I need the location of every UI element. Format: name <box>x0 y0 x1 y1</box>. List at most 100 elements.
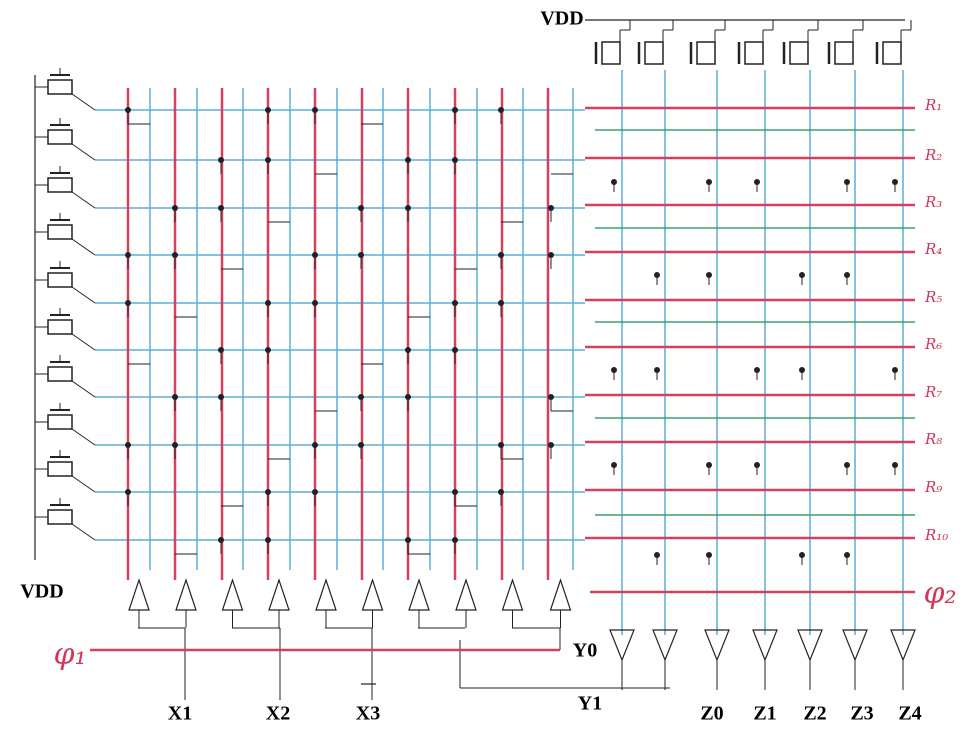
row-label: R₉ <box>924 478 942 496</box>
junction <box>405 205 411 211</box>
output-label: Y1 <box>578 693 602 715</box>
junction <box>265 489 271 495</box>
junction <box>125 252 131 258</box>
wire <box>71 428 96 446</box>
junction <box>265 157 271 163</box>
buffer <box>652 629 678 662</box>
junction <box>125 489 131 495</box>
buffer <box>221 578 244 611</box>
output-label: Z3 <box>850 703 873 725</box>
wire <box>71 380 96 398</box>
junction <box>358 252 364 258</box>
transistor <box>882 41 902 65</box>
buffer <box>501 578 524 611</box>
transistor <box>47 79 73 95</box>
junction <box>452 300 458 306</box>
junction <box>548 252 554 258</box>
junction <box>265 347 271 353</box>
vdd-left-label: VDD <box>20 581 63 603</box>
transistor <box>834 41 854 65</box>
junction <box>312 107 318 113</box>
transistor <box>744 41 764 65</box>
junction <box>312 252 318 258</box>
transistor <box>47 509 73 525</box>
transistor <box>47 319 73 335</box>
buffer <box>704 629 730 662</box>
buffer <box>128 578 150 611</box>
output-label: Y0 <box>573 640 597 662</box>
wire <box>71 333 96 351</box>
transistor <box>47 224 73 240</box>
row-label: R₁₀ <box>924 526 948 544</box>
junction <box>452 537 458 543</box>
transistor <box>601 41 621 65</box>
row-label: R₆ <box>924 335 942 353</box>
transistor <box>47 177 73 193</box>
junction <box>172 394 178 400</box>
junction <box>358 205 364 211</box>
buffer <box>408 578 430 611</box>
phi2-label: φ₂ <box>923 576 956 611</box>
junction <box>172 252 178 258</box>
row-label: R₂ <box>924 146 942 164</box>
junction <box>405 347 411 353</box>
junction <box>548 442 554 448</box>
buffer <box>609 629 635 662</box>
output-label: Z0 <box>700 703 723 725</box>
output-label: Z1 <box>753 703 776 725</box>
wire <box>71 191 96 209</box>
row-label: R₁ <box>924 96 942 114</box>
junction <box>218 394 224 400</box>
junction <box>125 107 131 113</box>
row-label: R₃ <box>924 193 942 211</box>
buffer <box>842 629 868 662</box>
junction <box>265 537 271 543</box>
junction <box>218 537 224 543</box>
transistor <box>47 414 73 430</box>
junction <box>265 107 271 113</box>
buffer <box>797 629 823 662</box>
buffer <box>361 578 384 611</box>
buffer <box>315 578 337 611</box>
wire <box>71 286 96 304</box>
wire <box>71 238 96 256</box>
junction <box>172 205 178 211</box>
junction <box>125 442 131 448</box>
junction <box>498 489 504 495</box>
transistor <box>644 41 664 65</box>
junction <box>125 300 131 306</box>
transistor <box>47 461 73 477</box>
buffer <box>890 629 916 662</box>
junction <box>312 300 318 306</box>
junction <box>498 300 504 306</box>
output-label: Z2 <box>803 703 826 725</box>
input-label: X1 <box>168 703 192 725</box>
buffer <box>175 578 197 611</box>
wire <box>71 93 96 111</box>
junction <box>172 442 178 448</box>
buffer <box>752 629 778 662</box>
input-label: X2 <box>266 703 290 725</box>
vdd-top-label: VDD <box>540 8 583 30</box>
junction <box>265 300 271 306</box>
junction <box>218 205 224 211</box>
junction <box>218 347 224 353</box>
row-label: R₅ <box>924 288 942 306</box>
buffer <box>549 578 572 611</box>
transistor <box>696 41 716 65</box>
row-label: R₄ <box>924 240 942 258</box>
transistor <box>47 366 73 382</box>
junction <box>218 157 224 163</box>
junction <box>498 252 504 258</box>
junction <box>312 442 318 448</box>
transistor <box>47 129 73 145</box>
junction <box>452 107 458 113</box>
row-label: R₈ <box>924 430 942 448</box>
buffer <box>268 578 290 611</box>
junction <box>452 157 458 163</box>
junction <box>498 107 504 113</box>
buffer <box>455 578 477 611</box>
junction <box>452 489 458 495</box>
wire <box>71 475 96 493</box>
